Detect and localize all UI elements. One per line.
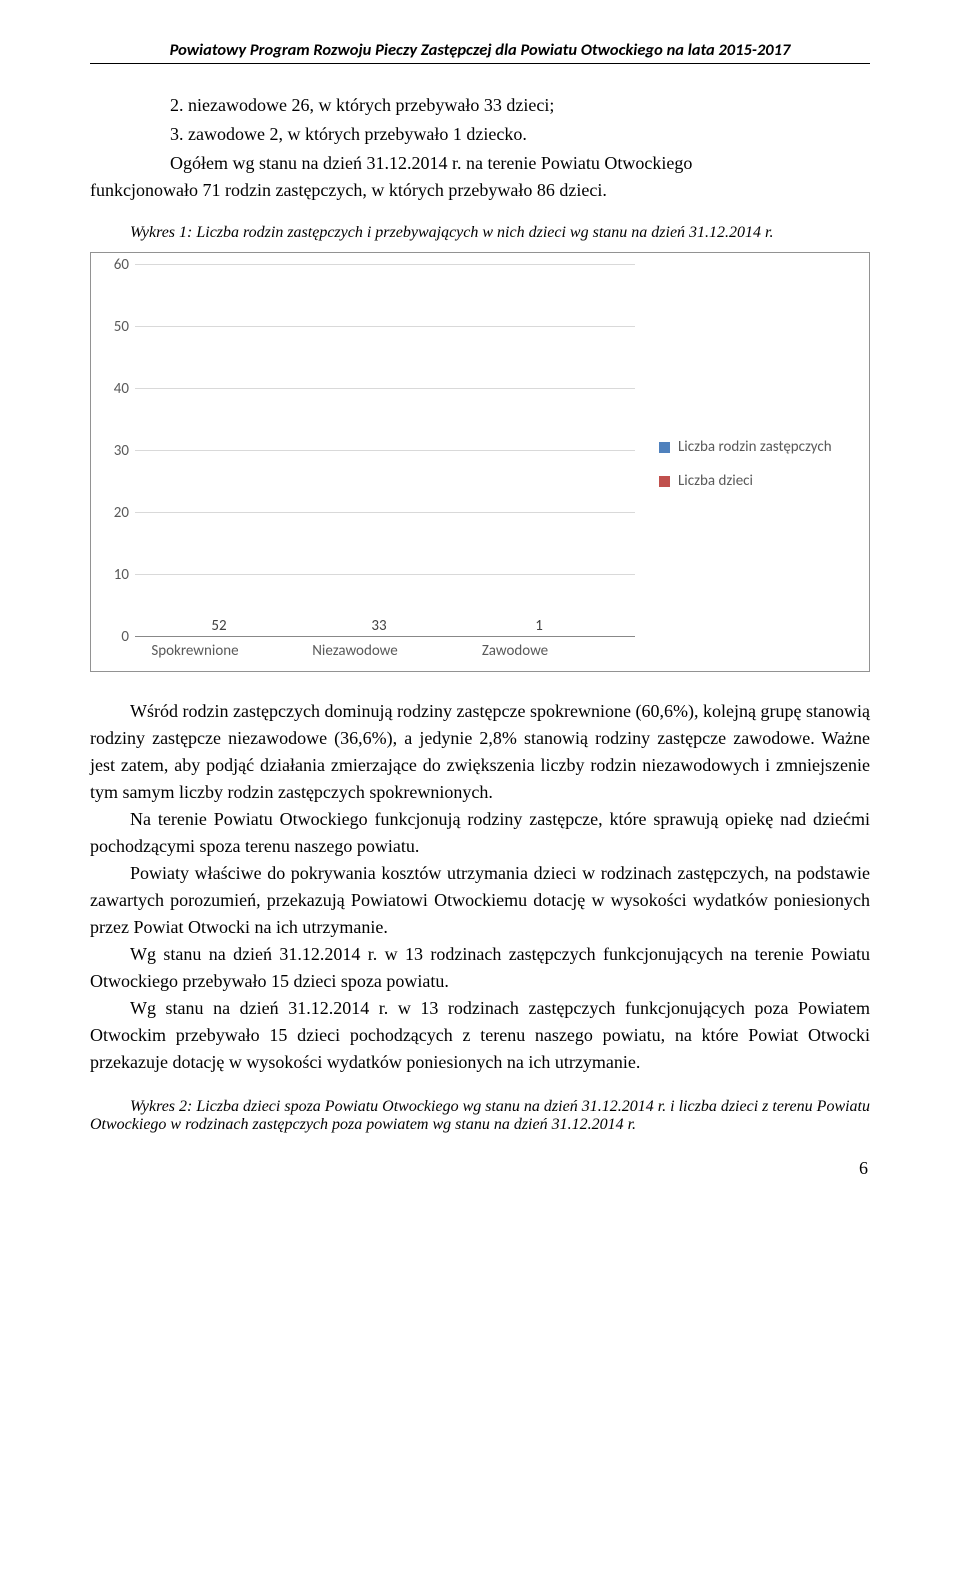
doc-header-title: Powiatowy Program Rozwoju Pieczy Zastępc… xyxy=(90,40,870,64)
chart-legend-swatch xyxy=(659,476,670,487)
page-number: 6 xyxy=(90,1158,870,1179)
paragraph: Wśród rodzin zastępczych dominują rodzin… xyxy=(90,698,870,806)
chart-y-tick: 20 xyxy=(114,504,129,522)
chart-y-tick: 0 xyxy=(121,628,129,646)
chart-legend-item: Liczba rodzin zastępczych xyxy=(659,438,855,456)
chart-value-label: 33 xyxy=(355,617,403,635)
chart-y-tick: 30 xyxy=(114,442,129,460)
chart-legend: Liczba rodzin zastępczych Liczba dzieci xyxy=(635,265,855,663)
paragraph: Na terenie Powiatu Otwockiego funkcjonuj… xyxy=(90,806,870,860)
chart-value-label: 1 xyxy=(515,617,563,635)
chart-y-tick: 60 xyxy=(114,256,129,274)
paragraph-line: Ogółem wg stanu na dzień 31.12.2014 r. n… xyxy=(170,150,870,177)
chart-legend-label: Liczba rodzin zastępczych xyxy=(678,438,832,456)
chart-inner: 0102030405060 52331 SpokrewnioneNiezawod… xyxy=(105,265,855,663)
chart-x-label: Niezawodowe xyxy=(305,642,405,660)
paragraph: Powiaty właściwe do pokrywania kosztów u… xyxy=(90,860,870,941)
chart-legend-item: Liczba dzieci xyxy=(659,472,855,490)
list-item: 2. niezawodowe 26, w których przebywało … xyxy=(170,92,870,119)
body-text: Wśród rodzin zastępczych dominują rodzin… xyxy=(90,698,870,1076)
chart-legend-label: Liczba dzieci xyxy=(678,472,753,490)
chart-y-axis: 0102030405060 xyxy=(105,265,133,637)
chart-y-tick: 10 xyxy=(114,566,129,584)
paragraph-line: funkcjonowało 71 rodzin zastępczych, w k… xyxy=(90,177,870,204)
chart-plot-area: 0102030405060 52331 SpokrewnioneNiezawod… xyxy=(105,265,635,663)
chart-y-tick: 40 xyxy=(114,380,129,398)
list-item: 3. zawodowe 2, w których przebywało 1 dz… xyxy=(170,121,870,148)
paragraph: Wg stanu na dzień 31.12.2014 r. w 13 rod… xyxy=(90,995,870,1076)
chart-caption: Wykres 2: Liczba dzieci spoza Powiatu Ot… xyxy=(90,1098,870,1134)
paragraph: Wg stanu na dzień 31.12.2014 r. w 13 rod… xyxy=(90,941,870,995)
chart-container: 0 10 20 30 40 50 60 52 33 1 Spokrewnione Niezawod… xyxy=(90,252,870,672)
chart-x-labels: Spokrewnione Niezawodowe Zawodowe xyxy=(135,639,635,663)
chart-caption: Wykres 1: Liczba rodzin zastępczych i pr… xyxy=(90,224,870,242)
chart-x-label: Zawodowe xyxy=(465,642,565,660)
chart-y-tick: 50 xyxy=(114,318,129,336)
chart-x-label: Spokrewnione xyxy=(145,642,245,660)
chart-bars: 52 33 1 xyxy=(135,265,635,637)
numbered-list: 2. niezawodowe 26, w których przebywało … xyxy=(170,92,870,148)
chart-value-label: 52 xyxy=(195,617,243,635)
page: Powiatowy Program Rozwoju Pieczy Zastępc… xyxy=(0,0,960,1209)
chart-legend-swatch xyxy=(659,442,670,453)
